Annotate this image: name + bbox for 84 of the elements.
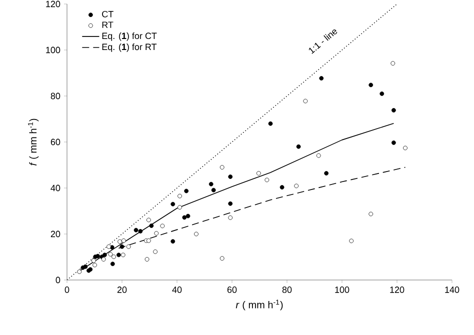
- point: [186, 214, 190, 218]
- point: [184, 188, 189, 194]
- point: [208, 182, 214, 186]
- point: [106, 244, 111, 249]
- point: [368, 82, 374, 88]
- point: [134, 228, 138, 232]
- point: [91, 258, 96, 263]
- y-tick-label: 0: [56, 276, 60, 284]
- line-series: [118, 166, 406, 249]
- legend-label: Eq. (1) for RT: [102, 43, 157, 52]
- x-tick-label: 140: [445, 286, 460, 293]
- point: [264, 178, 270, 182]
- point: [77, 270, 82, 274]
- point: [149, 224, 154, 228]
- annotation: 1:1 - line: [308, 30, 338, 54]
- point: [390, 61, 396, 66]
- point: [380, 92, 384, 96]
- point: [178, 194, 182, 198]
- x-tick-label: 60: [227, 286, 237, 293]
- point: [102, 252, 107, 258]
- point: [92, 262, 97, 268]
- legend-label: Eq. (1) for CT: [102, 32, 157, 41]
- point: [144, 257, 150, 262]
- point: [110, 262, 115, 266]
- y-tick-label: 80: [50, 92, 60, 100]
- line-series: [78, 122, 394, 272]
- x-tick-label: 40: [172, 286, 182, 293]
- y-tick-label: 100: [46, 46, 60, 54]
- point: [153, 250, 158, 254]
- point: [294, 184, 299, 188]
- point: [121, 238, 126, 243]
- x-tick-label: 100: [335, 286, 350, 293]
- point: [256, 171, 261, 176]
- point: [228, 215, 233, 220]
- point: [403, 146, 408, 150]
- point: [178, 205, 182, 210]
- point: [182, 215, 187, 220]
- point: [170, 239, 176, 244]
- point: [160, 224, 165, 228]
- point: [138, 229, 143, 234]
- legend-label: CT: [102, 10, 114, 18]
- point: [349, 238, 354, 244]
- point: [146, 238, 151, 243]
- point: [392, 108, 396, 112]
- point: [126, 244, 131, 249]
- point: [316, 153, 321, 158]
- point: [146, 218, 151, 222]
- x-axis-title: r ( mm h$^{-1}$): [236, 300, 283, 310]
- point: [211, 188, 216, 192]
- point: [108, 252, 113, 256]
- point: [120, 252, 126, 258]
- x-tick-label: 0: [64, 286, 70, 293]
- point: [324, 171, 329, 176]
- y-axis-title: f ( mm h$^{-1}$): [28, 118, 39, 166]
- y-tick-label: 60: [50, 138, 60, 146]
- point: [368, 212, 374, 216]
- x-tick-label: 20: [117, 286, 127, 293]
- point: [319, 76, 324, 80]
- y-tick-label: 40: [50, 184, 60, 192]
- point: [280, 185, 284, 190]
- point: [303, 98, 308, 104]
- point: [154, 231, 159, 236]
- point: [228, 174, 233, 179]
- y-tick-label: 120: [46, 0, 60, 8]
- point: [110, 245, 114, 250]
- point: [118, 239, 122, 244]
- point: [296, 144, 301, 149]
- y-tick-label: 20: [50, 230, 60, 238]
- point: [112, 254, 116, 259]
- x-tick-label: 80: [282, 286, 292, 293]
- point: [220, 256, 224, 261]
- point: [116, 252, 121, 258]
- point: [80, 265, 86, 270]
- legend-label: RT: [102, 22, 114, 28]
- point: [101, 257, 106, 262]
- point: [120, 244, 124, 249]
- x-tick-label: 120: [390, 286, 404, 293]
- point: [392, 140, 396, 145]
- point: [170, 202, 176, 206]
- point: [96, 254, 100, 258]
- point: [268, 121, 273, 126]
- point: [194, 232, 198, 236]
- point: [228, 201, 233, 206]
- point: [220, 165, 224, 170]
